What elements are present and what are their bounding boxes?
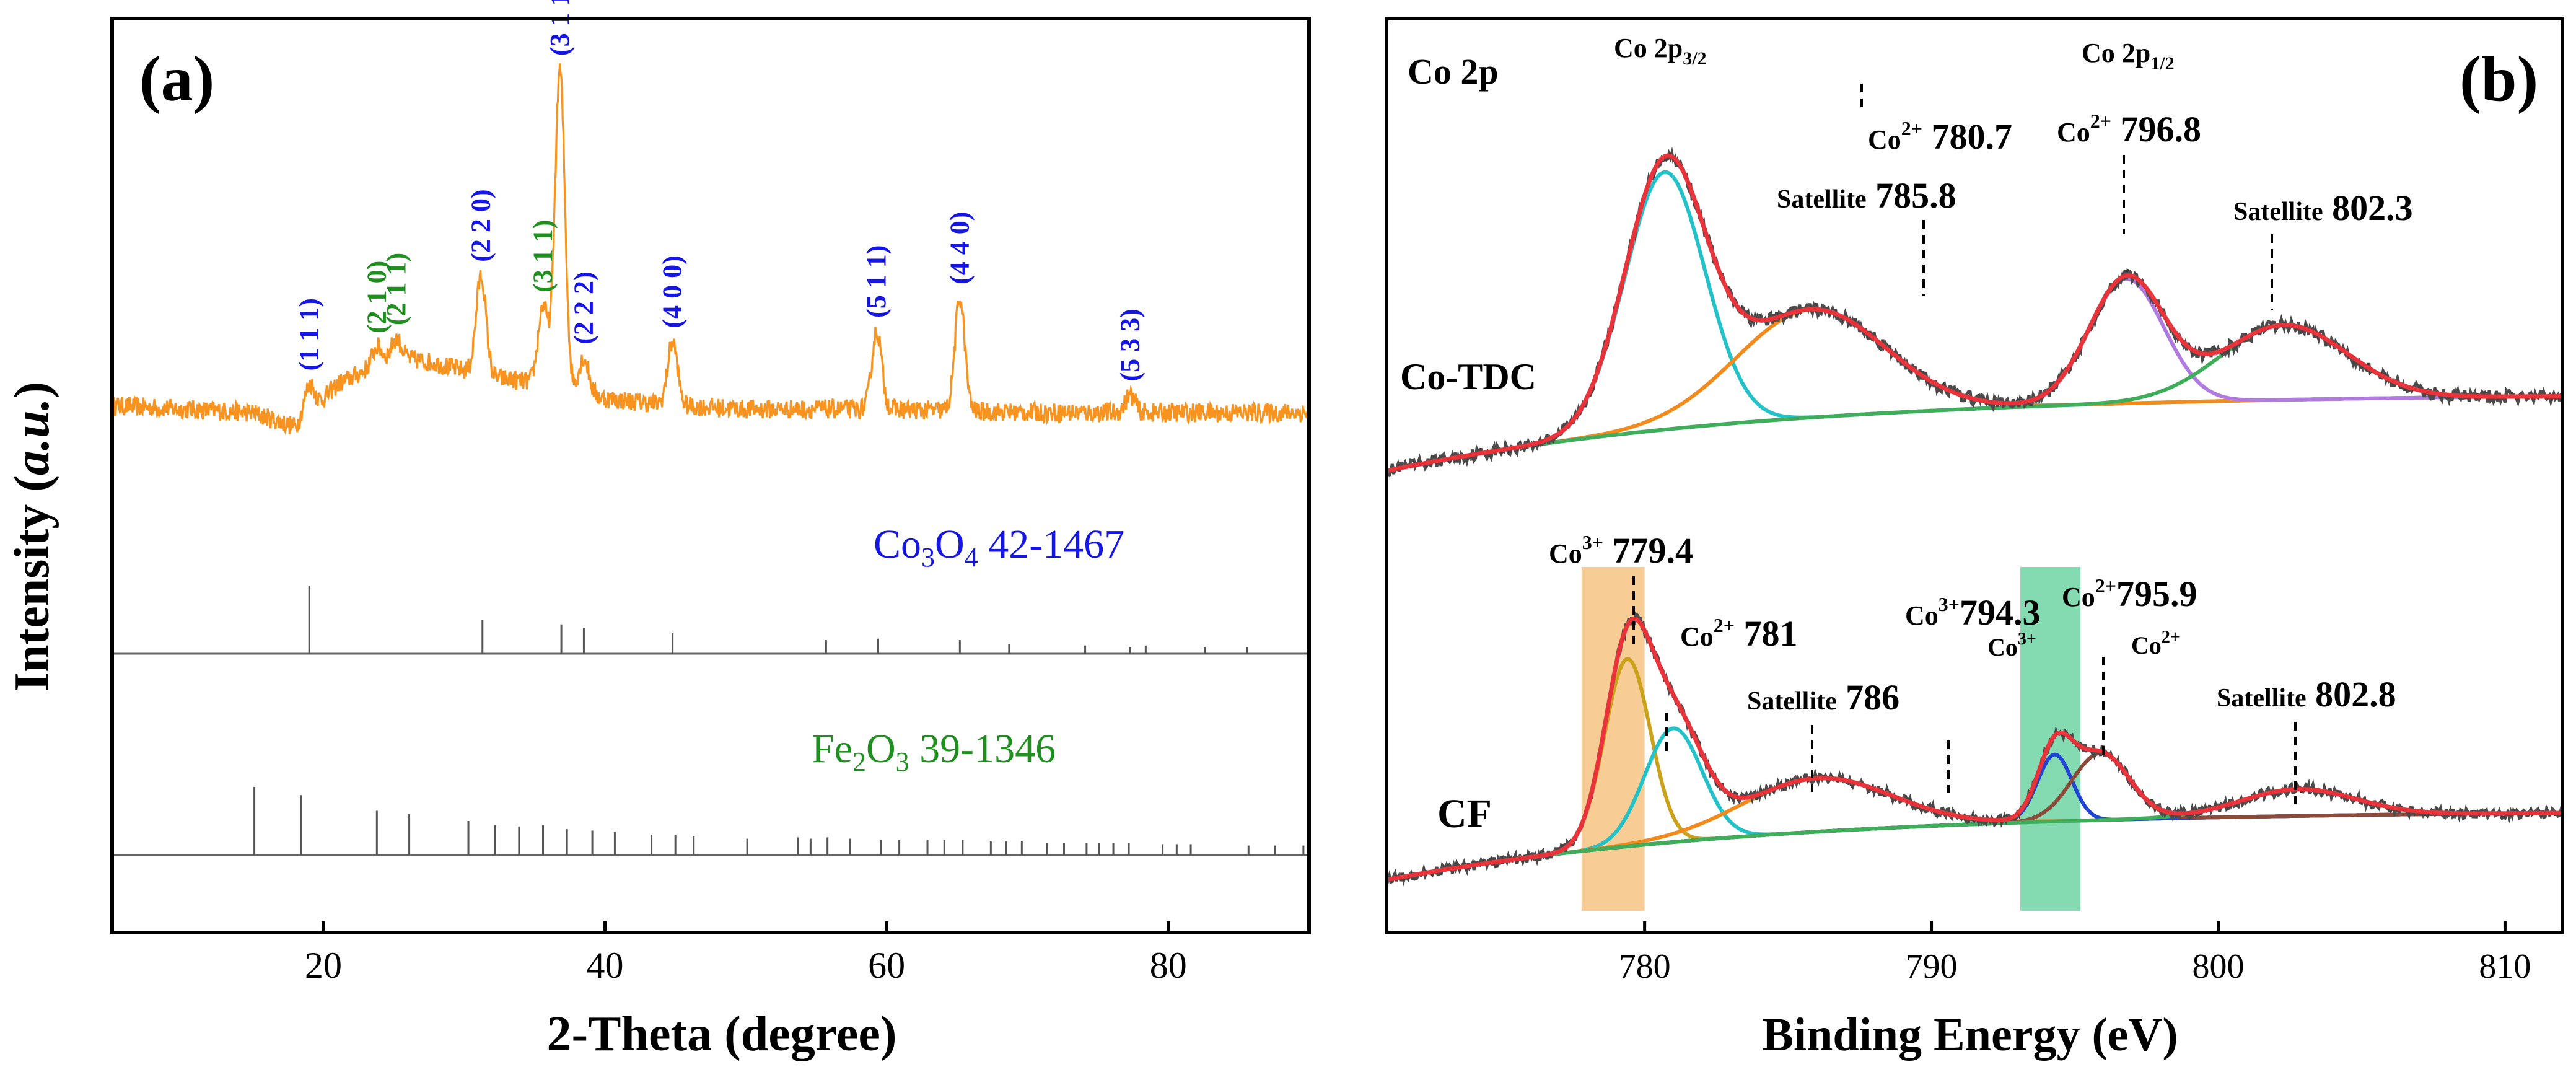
- panel-a-reference-fe2o3-label: Fe2O3 39-1346: [812, 726, 1056, 777]
- panel-b-frame: [1385, 17, 2564, 934]
- panel-b-label: (b): [2460, 43, 2538, 115]
- panel-b-x-tick-label: 780: [1619, 947, 1671, 986]
- panel-a-xrd-pattern: [111, 63, 1310, 436]
- panel-b-co2p-label: Co 2p: [1408, 51, 1499, 92]
- panel-b-peak-annotation: Co2+ 780.7: [1868, 116, 2012, 157]
- panel-b-x-axis-ticks: 780 790 800 810: [1619, 921, 2531, 986]
- panel-b-peak-annotation: Satellite 802.3: [2233, 188, 2413, 228]
- panel-b-x-axis-label: Binding Energy (eV): [1762, 1009, 2178, 1061]
- panel-a-y-axis-label: Intensity (a.u.): [5, 382, 59, 692]
- panel-a-peak-label: (3 1 1): [545, 0, 575, 56]
- panel-a-peak-label: (5 3 3): [1115, 309, 1145, 381]
- panel-b-envelope-fit: [1386, 617, 2562, 882]
- panel-a-x-tick-label: 60: [868, 945, 905, 986]
- panel-b-xps: Co2+ 780.7 Satellite 785.8 Co2+ 796.8 Satel…: [1385, 17, 2564, 1061]
- panel-b-annotations: Co2+ 780.7 Satellite 785.8 Co2+ 796.8 Satel…: [1549, 33, 2413, 804]
- panel-b-peak-annotation: Co3+794.3: [1905, 592, 2041, 633]
- panel-b-region-label-p12: Co 2p1/2: [2082, 38, 2175, 74]
- panel-a-peak-label: (4 0 0): [657, 255, 688, 328]
- panel-a-x-tick-label: 40: [587, 945, 624, 986]
- panel-b-peak-annotation: Satellite 785.8: [1777, 175, 1956, 216]
- panel-a-peak-labels: (1 1 1) (2 1 0)(2 1 1) (2 2 0) (3 1 1) (3 1 …: [294, 0, 1145, 382]
- panel-a-xrd: Intensity (a.u.) 2-Theta (degree) (a) (1…: [5, 0, 1311, 1061]
- panel-b-peak-annotation: Co2+795.9: [2062, 574, 2197, 614]
- panel-a-peak-label: (3 1 1): [528, 220, 558, 292]
- panel-a-x-axis-ticks: 20 40 60 80: [305, 921, 1187, 986]
- panel-b-peak-annotation: Satellite 802.8: [2217, 674, 2396, 714]
- panel-b-envelope-fit: [1386, 153, 2562, 473]
- panel-b-x-tick-label: 790: [1906, 947, 1958, 986]
- panel-a-peak-label: (1 1 1): [294, 298, 324, 371]
- panel-b-xps-curves: [1385, 146, 2564, 887]
- panel-a-label: (a): [139, 43, 214, 115]
- panel-a-x-tick-label: 20: [305, 945, 342, 986]
- panel-b-peak-annotation: Satellite 786: [1747, 677, 1899, 718]
- panel-b-sample-cf-label: CF: [1437, 791, 1492, 836]
- panel-a-reference-fe2o3: [112, 787, 1309, 856]
- panel-b-peak-annotation: Co3+ 779.4: [1549, 530, 1693, 571]
- panel-a-frame: [110, 17, 1311, 934]
- panel-a-reference-co3o4-label: Co3O4 42-1467: [874, 522, 1124, 573]
- panel-b-sample-co-tdc-label: Co-TDC: [1400, 356, 1536, 397]
- panel-a-reference-co3o4: [112, 586, 1309, 655]
- panel-a-peak-label: (2 2 0): [466, 189, 496, 261]
- panel-a-x-axis-label: 2-Theta (degree): [547, 1007, 897, 1061]
- panel-b-peak-annotation: Co2+ 781: [1680, 613, 1798, 654]
- panel-b-co3-small-label: Co3+: [1987, 630, 2036, 661]
- panel-a-peak-label: (2 1 0): [361, 261, 392, 333]
- panel-a-peak-label: (2 2 2): [568, 271, 598, 344]
- panel-b-x-tick-label: 800: [2192, 947, 2244, 986]
- panel-a-peak-label: (2 1 1): [381, 253, 411, 325]
- panel-b-region-label-p32: Co 2p3/2: [1614, 33, 1707, 69]
- panel-a-peak-label: (5 1 1): [861, 245, 892, 318]
- panel-b-peak-annotation: Co2+ 796.8: [2057, 109, 2201, 149]
- panel-a-xrd-trace: [111, 63, 1310, 436]
- panel-b-x-tick-label: 810: [2479, 947, 2531, 986]
- panel-a-peak-label: (4 4 0): [944, 212, 975, 284]
- panel-a-x-tick-label: 80: [1150, 945, 1187, 986]
- panel-b-co2-small-label: Co2+: [2131, 628, 2180, 659]
